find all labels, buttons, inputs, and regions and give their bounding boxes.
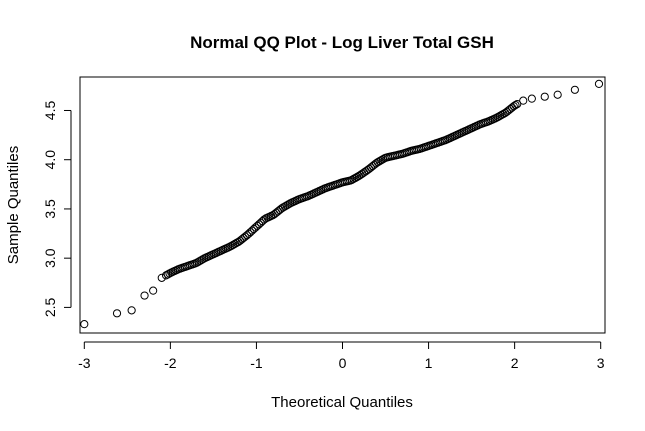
x-tick-label: -1: [250, 355, 263, 371]
chart-title: Normal QQ Plot - Log Liver Total GSH: [190, 33, 494, 52]
y-tick-label: 3.5: [42, 199, 58, 219]
data-point: [140, 291, 149, 300]
x-tick-label: 1: [425, 355, 433, 371]
data-points: [80, 79, 604, 329]
data-point: [127, 306, 136, 315]
plot-frame: [79, 76, 606, 334]
x-tick-label: -3: [78, 355, 91, 371]
data-point: [519, 96, 528, 105]
data-point: [540, 92, 549, 101]
y-axis-ticks: 2.5 3.0 3.5 4.0 4.5: [42, 101, 71, 317]
x-tick-label: 3: [597, 355, 605, 371]
data-point: [527, 94, 536, 103]
x-axis-ticks: -3 -2 -1 0 1 2 3: [78, 342, 605, 371]
x-tick-label: 0: [339, 355, 347, 371]
data-point: [513, 99, 522, 109]
y-tick-label: 4.0: [42, 150, 58, 170]
y-axis-label: Sample Quantiles: [5, 146, 22, 264]
y-tick-label: 4.5: [42, 101, 58, 121]
x-axis-label: Theoretical Quantiles: [271, 394, 413, 411]
data-point: [594, 79, 604, 88]
data-point: [157, 273, 166, 282]
data-point: [149, 286, 158, 295]
data-point: [112, 309, 122, 318]
data-point: [80, 320, 89, 329]
data-point: [511, 100, 520, 110]
data-point: [570, 85, 579, 94]
data-point: [553, 90, 562, 99]
y-tick-label: 2.5: [42, 297, 58, 317]
x-tick-label: -2: [164, 355, 177, 371]
y-tick-label: 3.0: [42, 248, 58, 268]
x-tick-label: 2: [511, 355, 519, 371]
